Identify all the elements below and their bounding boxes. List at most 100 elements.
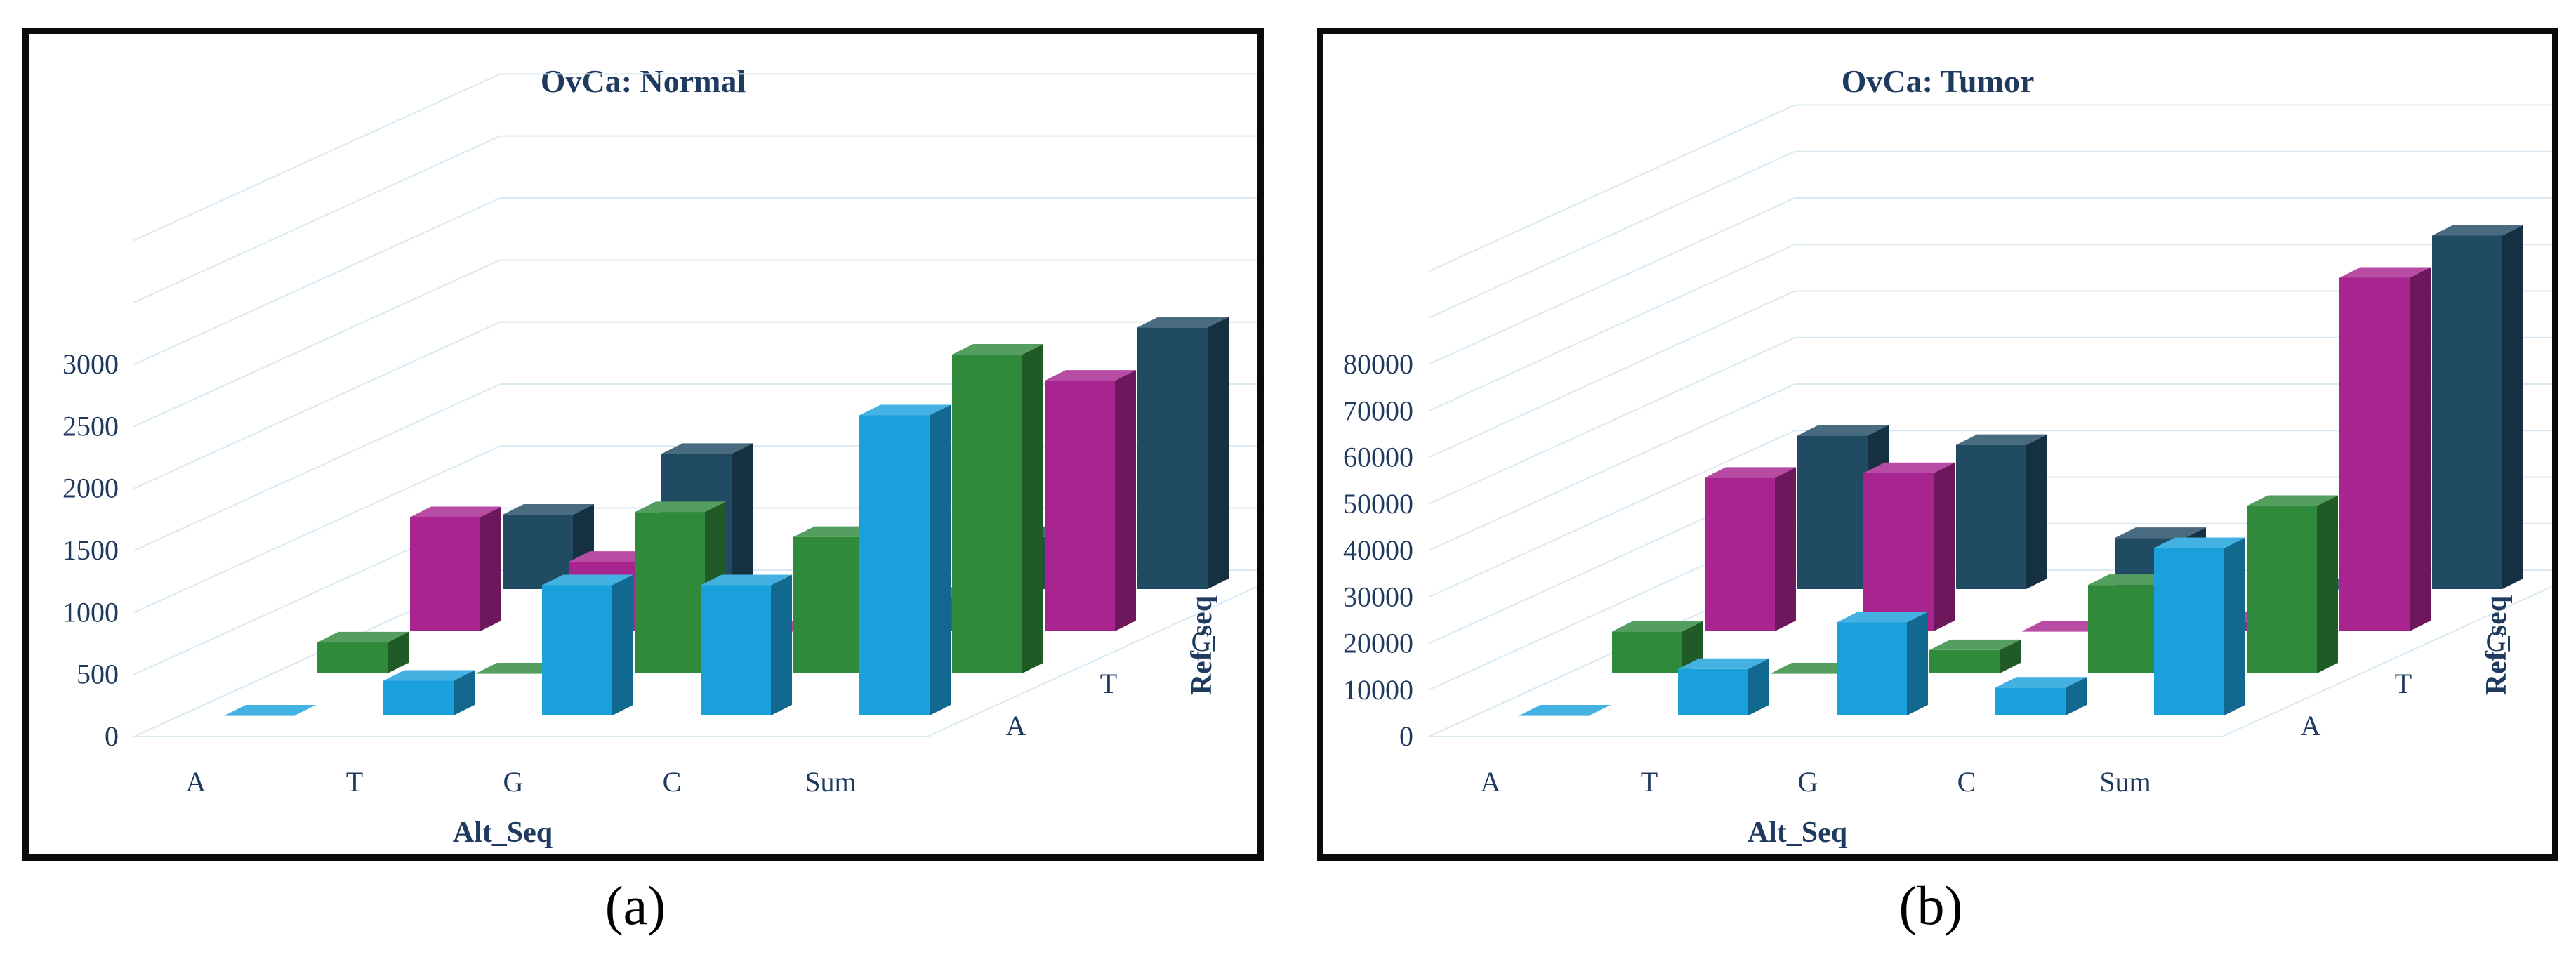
bar-top xyxy=(1837,612,1928,623)
bar-side xyxy=(732,443,753,589)
bar-side xyxy=(454,670,475,715)
bar-front xyxy=(383,680,454,715)
bar-front xyxy=(476,673,546,674)
bar-front xyxy=(1771,673,1841,674)
x-category-label: Sum xyxy=(805,766,856,798)
gridline xyxy=(1428,290,2552,458)
bar-a-g xyxy=(1837,612,1928,715)
depth-category-label: T xyxy=(2395,668,2412,699)
bar-front xyxy=(2088,585,2158,673)
bar-side xyxy=(2410,267,2431,631)
bar-a-c xyxy=(701,574,792,715)
bar-front xyxy=(1705,477,1775,631)
bar-c-sum xyxy=(1137,317,1229,589)
depth-category-label: G xyxy=(1191,626,1212,657)
bar-front xyxy=(1995,687,2066,715)
bar-top xyxy=(1045,370,1136,381)
chart-tumor-svg: OvCa: Tumor 0 10000 20000 30000 40000 50000 600… xyxy=(1343,63,2552,849)
gridline xyxy=(1428,150,2552,319)
bar-g-sum xyxy=(2339,267,2431,631)
bar-a-c xyxy=(1995,677,2087,715)
bar-side xyxy=(1022,343,1043,673)
y-tick-label: 2000 xyxy=(62,473,119,504)
bar-side xyxy=(480,506,501,631)
bar-front xyxy=(701,585,771,715)
y-tick-label: 10000 xyxy=(1343,674,1413,706)
y-tick-label: 1000 xyxy=(62,596,119,628)
bar-front xyxy=(2339,277,2410,631)
y-tick-label: 50000 xyxy=(1343,488,1413,520)
y-tick-label: 60000 xyxy=(1343,442,1413,473)
bar-a-a xyxy=(1519,705,1611,716)
bar-side xyxy=(2224,537,2245,715)
x-category-label: T xyxy=(1641,766,1658,798)
bar-front xyxy=(793,536,864,673)
bar-front xyxy=(1519,715,1590,716)
bar-side xyxy=(1907,612,1928,715)
x-category-label: C xyxy=(663,766,682,798)
bar-top xyxy=(2154,537,2245,548)
gridline xyxy=(1428,197,2552,365)
bar-front xyxy=(1863,473,1934,631)
bar-top xyxy=(542,574,633,586)
bar-t-sum xyxy=(2247,495,2338,673)
bar-a-t xyxy=(383,670,475,715)
bar-a-a xyxy=(225,705,316,716)
y-tick-label: 0 xyxy=(105,720,119,752)
chart-title: OvCa: Normal xyxy=(541,63,746,99)
bar-front xyxy=(1929,649,2000,673)
bar-front xyxy=(1045,381,1115,631)
gridline xyxy=(133,259,1257,428)
gridline xyxy=(1428,383,2552,551)
bar-side xyxy=(2026,434,2047,589)
bar-front xyxy=(1797,435,1868,589)
bar-top xyxy=(2115,527,2206,539)
bar-front xyxy=(635,512,705,673)
y-tick-label: 0 xyxy=(1399,720,1413,752)
bar-top xyxy=(1797,425,1889,436)
bar-top xyxy=(225,705,316,715)
bar-top xyxy=(2432,225,2523,236)
chart-title: OvCa: Tumor xyxy=(1842,63,2035,99)
bar-side xyxy=(2502,225,2523,589)
panel-label-b: (b) xyxy=(1898,875,1963,936)
gridline xyxy=(133,321,1257,489)
x-category-label: A xyxy=(1481,766,1501,798)
bar-side xyxy=(2000,639,2021,673)
bar-top xyxy=(1929,639,2021,650)
bar-side xyxy=(1748,658,1769,715)
bar-front xyxy=(859,415,930,715)
bar-t-a xyxy=(317,631,409,673)
gridline xyxy=(1428,336,2552,505)
bar-g-sum xyxy=(1045,370,1136,631)
chart-normal-svg: OvCa: Normal 0 500 1000 1500 2000 2500 3000 A T G C… xyxy=(62,63,1257,849)
gridline xyxy=(133,135,1257,303)
bar-side xyxy=(930,404,951,715)
y-tick-label: 80000 xyxy=(1343,348,1413,380)
bar-front xyxy=(2432,235,2502,589)
bar-side xyxy=(1115,370,1136,631)
bar-top xyxy=(1678,658,1769,669)
gridline xyxy=(1428,430,2552,598)
bar-a-g xyxy=(542,574,633,715)
bar-front xyxy=(2247,506,2317,673)
bar-side xyxy=(2066,677,2087,715)
depth-axis-title: Ref_seq xyxy=(2481,595,2513,695)
bar-front xyxy=(952,354,1022,673)
y-tick-label: 40000 xyxy=(1343,534,1413,566)
x-category-label: G xyxy=(1798,766,1818,798)
bar-top xyxy=(859,404,951,416)
bar-a-sum xyxy=(859,404,951,715)
y-tick-label: 2500 xyxy=(62,410,119,442)
bar-top xyxy=(635,501,726,513)
bar-side xyxy=(1934,462,1955,631)
bar-top xyxy=(952,343,1043,355)
gridline xyxy=(1428,244,2552,412)
bar-a-t xyxy=(1678,658,1769,715)
bar-top xyxy=(2339,267,2431,278)
depth-category-label: A xyxy=(1006,710,1026,741)
bar-side xyxy=(612,574,633,715)
chart-panel-tumor: OvCa: Tumor 0 10000 20000 30000 40000 50000 600… xyxy=(1317,28,2558,861)
bar-top xyxy=(1863,462,1955,473)
gridline xyxy=(1428,104,2552,272)
